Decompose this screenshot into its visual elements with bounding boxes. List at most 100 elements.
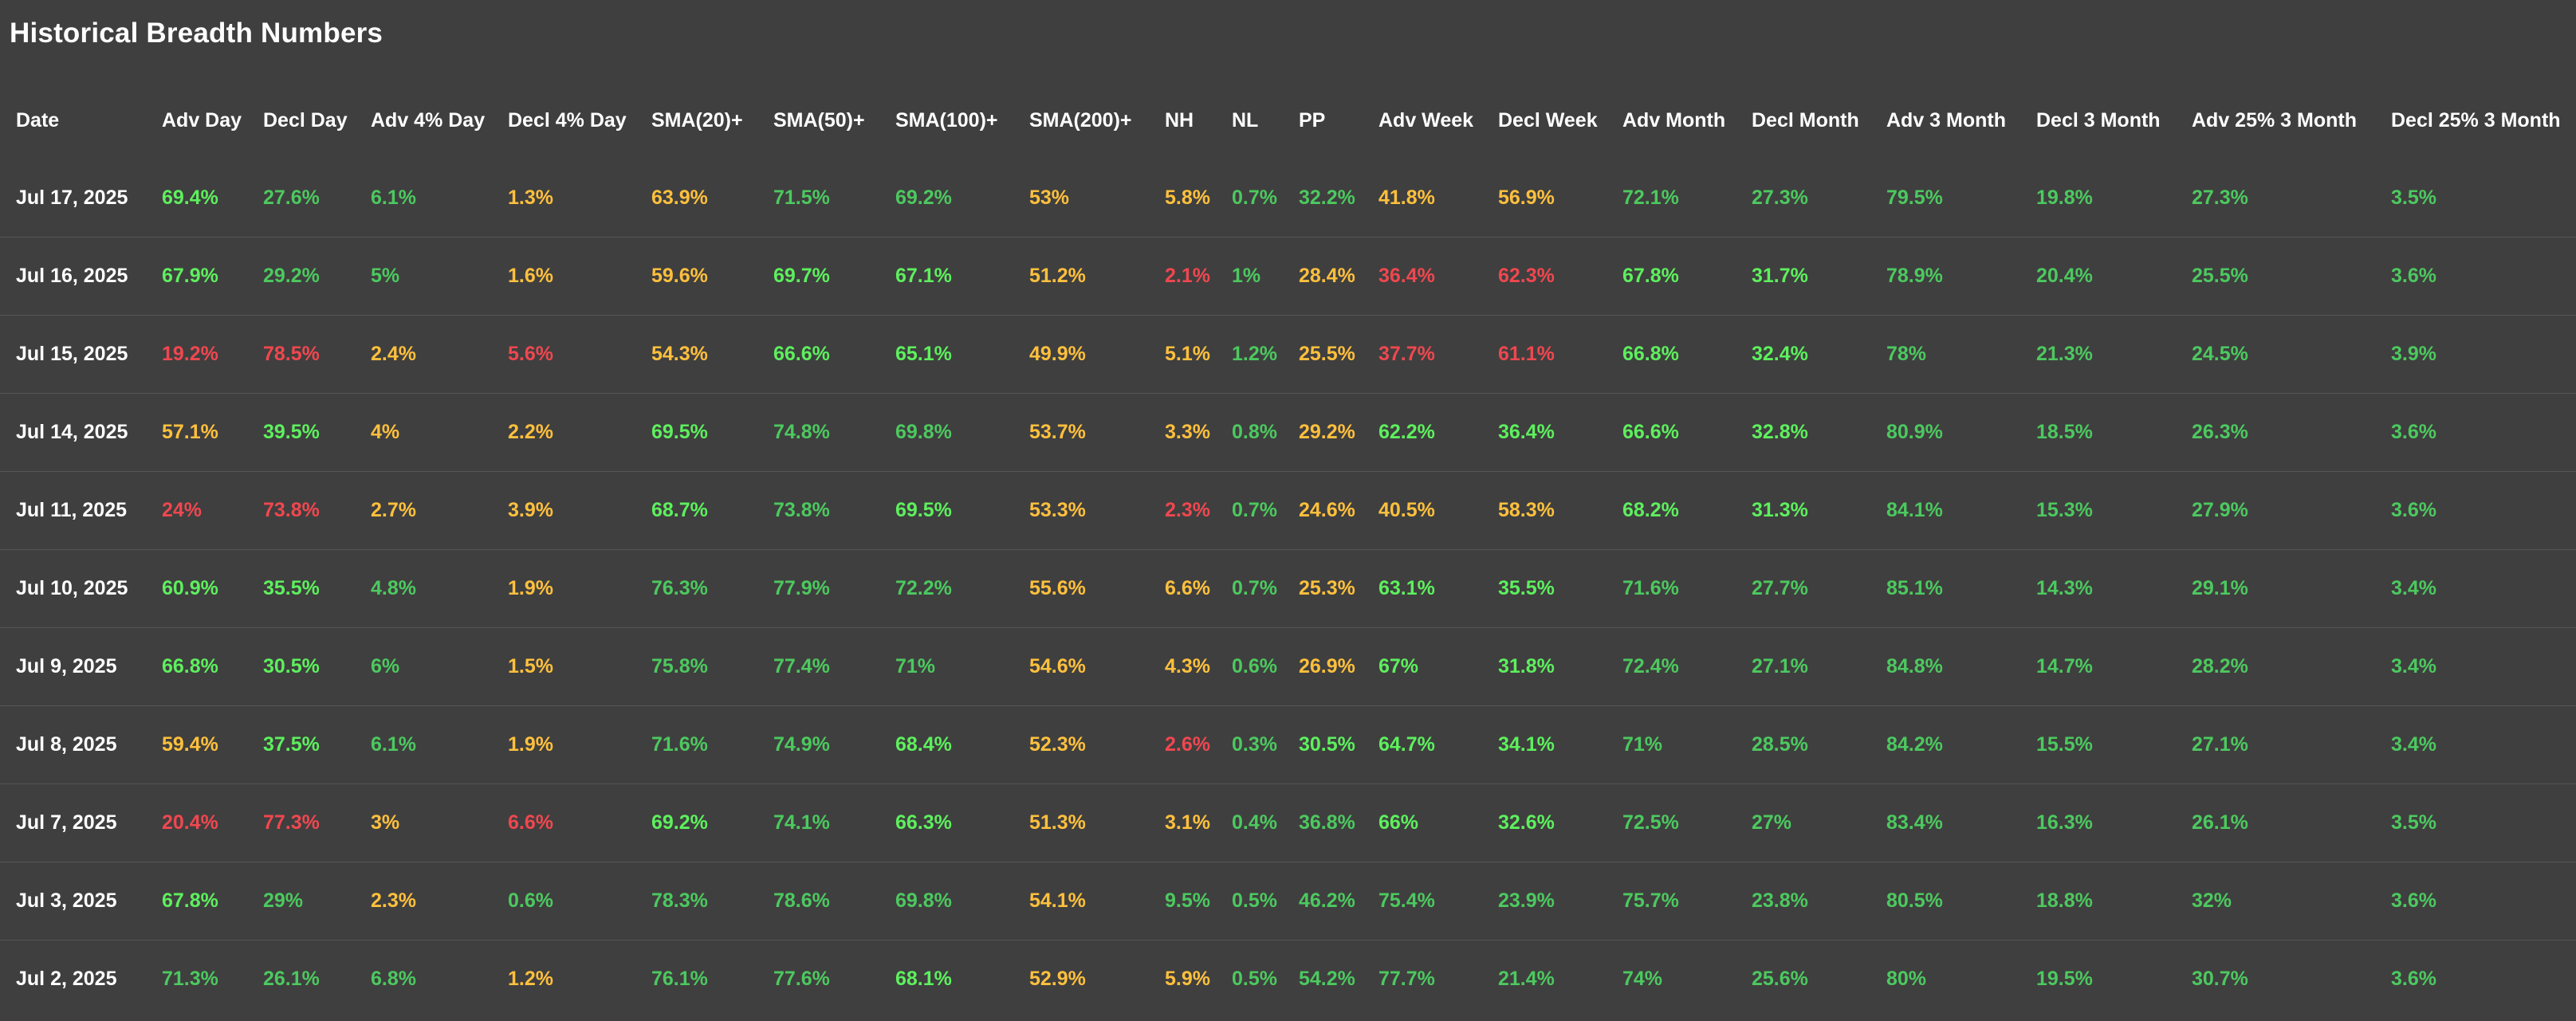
value-cell: 69.8% xyxy=(879,862,1013,940)
value-cell: 29.2% xyxy=(247,237,355,316)
page-title: Historical Breadth Numbers xyxy=(10,18,383,49)
value-cell: 67.8% xyxy=(146,862,247,940)
value-cell: 2.7% xyxy=(355,471,492,550)
table-row: Jul 9, 2025 66.8% 30.5% 6% 1.5% 75.8% 77.4% 71%… xyxy=(0,627,2576,706)
value-cell: 9.5% xyxy=(1149,862,1216,940)
table-row: Jul 7, 2025 20.4% 77.3% 3% 6.6% 69.2% 74.1% 66.… xyxy=(0,783,2576,862)
value-cell: 84.2% xyxy=(1870,705,2020,784)
value-cell: 52.3% xyxy=(1013,705,1149,784)
column-header: Adv Month xyxy=(1622,109,1726,132)
value-cell: 20.4% xyxy=(146,783,247,862)
value-cell: 3.6% xyxy=(2375,862,2576,940)
date-cell: Jul 7, 2025 xyxy=(0,783,146,862)
value-cell: 3.1% xyxy=(1149,783,1216,862)
value-cell: 74.9% xyxy=(757,705,879,784)
value-cell: 0.5% xyxy=(1216,940,1283,1018)
value-cell: 85.1% xyxy=(1870,549,2020,628)
value-cell: 84.8% xyxy=(1870,627,2020,706)
column-header: Date xyxy=(16,109,60,132)
value-cell: 36.8% xyxy=(1283,783,1363,862)
value-cell: 84.1% xyxy=(1870,471,2020,550)
column-header: SMA(100)+ xyxy=(895,109,998,132)
value-cell: 18.5% xyxy=(2020,393,2176,472)
value-cell: 64.7% xyxy=(1363,705,1482,784)
value-cell: 27.7% xyxy=(1736,549,1870,628)
value-cell: 51.3% xyxy=(1013,783,1149,862)
value-cell: 5.6% xyxy=(492,315,635,394)
value-cell: 75.7% xyxy=(1607,862,1736,940)
value-cell: 41.8% xyxy=(1378,187,1435,209)
value-cell: 53% xyxy=(1029,187,1070,209)
value-cell: 69.7% xyxy=(757,237,879,316)
table-row: Jul 8, 2025 59.4% 37.5% 6.1% 1.9% 71.6% 74.9% 6… xyxy=(0,705,2576,784)
value-cell: 2.1% xyxy=(1149,237,1216,316)
value-cell: 29.2% xyxy=(1283,393,1363,472)
value-cell: 0.5% xyxy=(1216,862,1283,940)
value-cell: 73.8% xyxy=(247,471,355,550)
value-cell: 66.6% xyxy=(1607,393,1736,472)
value-cell: 30.7% xyxy=(2176,940,2375,1018)
value-cell: 5.9% xyxy=(1149,940,1216,1018)
value-cell: 62.2% xyxy=(1363,393,1482,472)
date-cell: Jul 16, 2025 xyxy=(0,237,146,316)
value-cell: 27.9% xyxy=(2176,471,2375,550)
value-cell: 16.3% xyxy=(2020,783,2176,862)
value-cell: 76.1% xyxy=(635,940,757,1018)
value-cell: 1.2% xyxy=(1216,315,1283,394)
value-cell: 69.5% xyxy=(635,393,757,472)
value-cell: 27.3% xyxy=(1752,187,1808,209)
column-header: Decl Day xyxy=(263,109,348,132)
value-cell: 65.1% xyxy=(879,315,1013,394)
value-cell: 30.5% xyxy=(1283,705,1363,784)
value-cell: 3.9% xyxy=(2375,315,2576,394)
value-cell: 19.8% xyxy=(2036,187,2093,209)
column-header: SMA(50)+ xyxy=(773,109,865,132)
value-cell: 72.1% xyxy=(1622,187,1679,209)
value-cell: 55.6% xyxy=(1013,549,1149,628)
value-cell: 78.6% xyxy=(757,862,879,940)
value-cell: 0.7% xyxy=(1216,549,1283,628)
value-cell: 35.5% xyxy=(247,549,355,628)
value-cell: 26.1% xyxy=(2176,783,2375,862)
value-cell: 6.1% xyxy=(355,705,492,784)
value-cell: 25.3% xyxy=(1283,549,1363,628)
table-row: Jul 15, 2025 19.2% 78.5% 2.4% 5.6% 54.3% 66.6%… xyxy=(0,315,2576,394)
column-header: Decl Month xyxy=(1752,109,1859,132)
value-cell: 58.3% xyxy=(1482,471,1607,550)
value-cell: 24% xyxy=(146,471,247,550)
column-header: SMA(20)+ xyxy=(651,109,743,132)
value-cell: 75.4% xyxy=(1363,862,1482,940)
value-cell: 0.4% xyxy=(1216,783,1283,862)
value-cell: 36.4% xyxy=(1363,237,1482,316)
value-cell: 14.3% xyxy=(2020,549,2176,628)
value-cell: 69.2% xyxy=(895,187,952,209)
value-cell: 3.3% xyxy=(1149,393,1216,472)
value-cell: 54.1% xyxy=(1013,862,1149,940)
value-cell: 74.1% xyxy=(757,783,879,862)
table-row: Jul 10, 2025 60.9% 35.5% 4.8% 1.9% 76.3% 77.9%… xyxy=(0,549,2576,628)
value-cell: 0.6% xyxy=(492,862,635,940)
value-cell: 6.1% xyxy=(371,187,416,209)
value-cell: 3.9% xyxy=(492,471,635,550)
column-header: Adv 25% 3 Month xyxy=(2192,109,2357,132)
value-cell: 29.1% xyxy=(2176,549,2375,628)
table-header: Date Adv Day Decl Day Adv 4% Day Decl 4% Day… xyxy=(0,82,2576,159)
value-cell: 25.5% xyxy=(2176,237,2375,316)
value-cell: 0.6% xyxy=(1216,627,1283,706)
value-cell: 72.4% xyxy=(1607,627,1736,706)
date-cell: Jul 10, 2025 xyxy=(0,549,146,628)
date-cell: Jul 9, 2025 xyxy=(0,627,146,706)
value-cell: 52.9% xyxy=(1013,940,1149,1018)
value-cell: 20.4% xyxy=(2020,237,2176,316)
value-cell: 3.6% xyxy=(2375,237,2576,316)
value-cell: 80.5% xyxy=(1870,862,2020,940)
value-cell: 2.3% xyxy=(355,862,492,940)
value-cell: 25.6% xyxy=(1736,940,1870,1018)
value-cell: 62.3% xyxy=(1482,237,1607,316)
value-cell: 31.7% xyxy=(1736,237,1870,316)
value-cell: 71.6% xyxy=(1607,549,1736,628)
value-cell: 0.8% xyxy=(1216,393,1283,472)
value-cell: 77.4% xyxy=(757,627,879,706)
value-cell: 54.6% xyxy=(1013,627,1149,706)
value-cell: 26.3% xyxy=(2176,393,2375,472)
